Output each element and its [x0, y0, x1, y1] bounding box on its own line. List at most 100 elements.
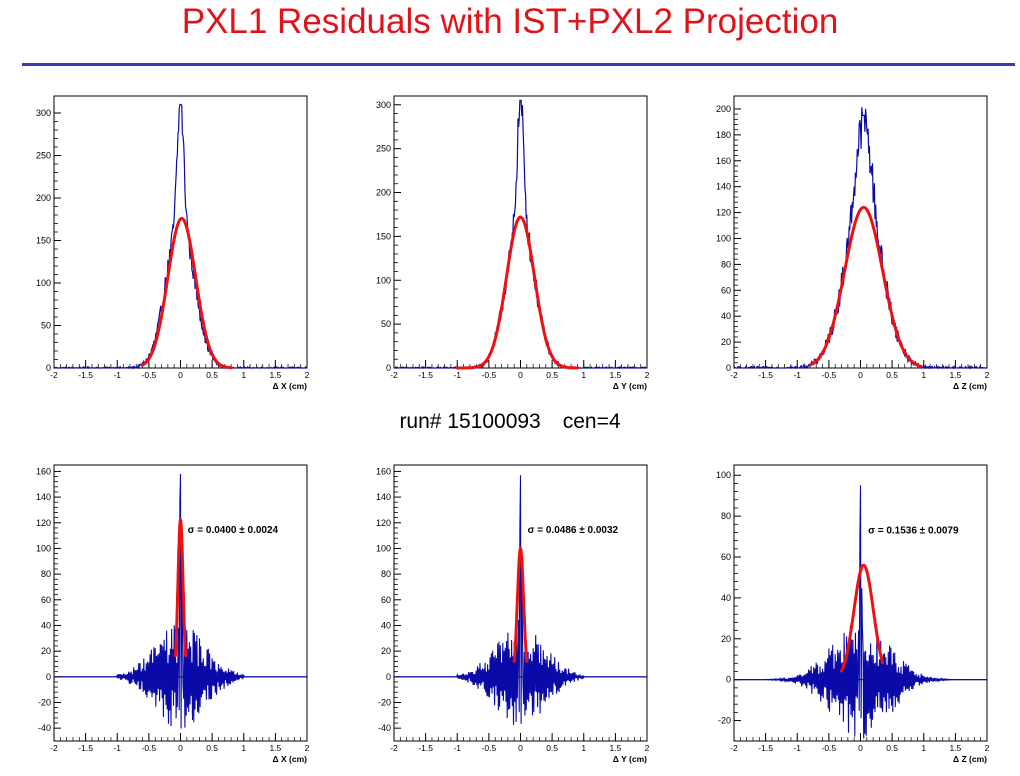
- x-tick-label: 1: [241, 370, 246, 380]
- x-axis: -2 -1.5 -1 -0.5 0 0.5 1 1.5 2: [390, 360, 650, 380]
- plot-frame: [393, 95, 648, 369]
- y-tick-label: 250: [36, 151, 51, 161]
- y-tick-label: 0: [386, 363, 391, 373]
- y-axis: -40 -20 0 20 40 60 80 100 120 140 160: [376, 466, 401, 733]
- x-axis-label: Δ X (cm): [273, 754, 308, 764]
- x-tick-label: 1: [921, 743, 926, 753]
- x-tick-label: -1.5: [418, 743, 433, 753]
- fit-curve: [173, 518, 188, 658]
- histogram-series: [734, 107, 987, 370]
- x-axis-label: Δ Y (cm): [613, 754, 647, 764]
- x-axis-label: Δ X (cm): [273, 381, 308, 391]
- y-tick-label: 50: [41, 321, 51, 331]
- y-tick-label: 150: [376, 231, 391, 241]
- histogram-series: [393, 99, 648, 370]
- x-tick-label: 2: [985, 370, 990, 380]
- y-tick-label: 100: [716, 233, 731, 243]
- page-title: PXL1 Residuals with IST+PXL2 Projection: [181, 2, 839, 41]
- x-tick-label: 1.5: [609, 743, 621, 753]
- x-axis: -2 -1.5 -1 -0.5 0 0.5 1 1.5 2: [730, 733, 990, 753]
- y-tick-label: 0: [46, 672, 51, 682]
- fit-curve: [808, 205, 923, 368]
- x-axis: -2 -1.5 -1 -0.5 0 0.5 1 1.5 2: [390, 733, 650, 753]
- y-tick-label: 100: [36, 278, 51, 288]
- y-tick-label: 140: [716, 182, 731, 192]
- x-tick-label: 0: [858, 743, 863, 753]
- chart-top-dy: 0 50 100 150 200 250 300 -2 -1.5 -1 -0.5 0 0.5 1 1.5 2Δ…: [376, 95, 650, 391]
- x-tick-label: 1: [581, 370, 586, 380]
- y-tick-label: -20: [718, 716, 731, 726]
- y-axis: 0 20 40 60 80 100 120 140 160 180 200: [716, 104, 741, 373]
- x-tick-label: 0.5: [206, 743, 218, 753]
- y-tick-label: 0: [726, 363, 731, 373]
- y-tick-label: 160: [36, 466, 51, 476]
- x-tick-label: 2: [645, 370, 650, 380]
- y-tick-label: 150: [36, 236, 51, 246]
- y-tick-label: -20: [378, 697, 391, 707]
- x-tick-label: 1.5: [609, 370, 621, 380]
- y-tick-label: 80: [41, 569, 51, 579]
- y-tick-label: 200: [36, 193, 51, 203]
- x-tick-label: -1.5: [78, 370, 93, 380]
- x-tick-label: -1: [793, 370, 801, 380]
- histogram-series: [53, 103, 308, 370]
- x-tick-label: 0: [178, 370, 183, 380]
- y-tick-label: 160: [376, 466, 391, 476]
- x-tick-label: 2: [645, 743, 650, 753]
- y-tick-label: 0: [46, 363, 51, 373]
- x-tick-label: -1.5: [758, 370, 773, 380]
- y-tick-label: 80: [721, 511, 731, 521]
- y-tick-label: 40: [41, 620, 51, 630]
- y-axis: 0 50 100 150 200 250 300: [376, 100, 401, 373]
- y-tick-label: 40: [381, 620, 391, 630]
- x-tick-label: 0.5: [546, 743, 558, 753]
- run-number: run# 15100093: [399, 410, 541, 433]
- y-tick-label: 180: [716, 130, 731, 140]
- x-tick-label: -0.5: [822, 743, 837, 753]
- y-tick-label: 20: [381, 646, 391, 656]
- x-tick-label: -2: [730, 743, 738, 753]
- y-axis: -40 -20 0 20 40 60 80 100 120 140 160: [36, 466, 61, 733]
- x-tick-label: 1.5: [949, 370, 961, 380]
- x-tick-label: 0: [518, 370, 523, 380]
- x-tick-label: 0.5: [886, 370, 898, 380]
- y-tick-label: 50: [381, 319, 391, 329]
- y-tick-label: 100: [716, 470, 731, 480]
- x-tick-label: -0.5: [822, 370, 837, 380]
- x-tick-label: -2: [390, 743, 398, 753]
- y-tick-label: 40: [721, 593, 731, 603]
- y-tick-label: 100: [376, 275, 391, 285]
- x-tick-label: -2: [50, 743, 58, 753]
- fit-curve: [512, 546, 529, 663]
- x-tick-label: 1: [921, 370, 926, 380]
- x-tick-label: 0.5: [546, 370, 558, 380]
- x-tick-label: -1: [113, 370, 121, 380]
- x-tick-label: 2: [985, 743, 990, 753]
- y-tick-label: 60: [41, 595, 51, 605]
- x-tick-label: -2: [50, 370, 58, 380]
- y-tick-label: 300: [36, 108, 51, 118]
- plot-frame: [53, 95, 308, 369]
- x-tick-label: -1.5: [78, 743, 93, 753]
- y-axis: -20 0 20 40 60 80 100: [716, 470, 741, 726]
- y-tick-label: 250: [376, 144, 391, 154]
- x-tick-label: 1.5: [269, 743, 281, 753]
- x-tick-label: -1.5: [758, 743, 773, 753]
- y-tick-label: -20: [38, 697, 51, 707]
- chart-bottom-dz: -20 0 20 40 60 80 100 -2 -1.5 -1 -0.5 0 0.5 1 1.5 2Δ Z …: [716, 464, 990, 764]
- x-tick-label: -2: [390, 370, 398, 380]
- x-axis: -2 -1.5 -1 -0.5 0 0.5 1 1.5 2: [50, 360, 310, 380]
- histogram-series: [54, 473, 307, 729]
- x-tick-label: 1: [241, 743, 246, 753]
- y-axis: 0 50 100 150 200 250 300: [36, 108, 61, 373]
- chart-top-dx: 0 50 100 150 200 250 300 -2 -1.5 -1 -0.5 0 0.5 1 1.5 2Δ…: [36, 95, 310, 391]
- fit-curve: [840, 563, 885, 673]
- y-tick-label: 0: [726, 675, 731, 685]
- x-tick-label: -0.5: [142, 370, 157, 380]
- x-axis-label: Δ Y (cm): [613, 381, 647, 391]
- histogram-series: [394, 475, 647, 725]
- x-tick-label: -2: [730, 370, 738, 380]
- y-tick-label: 20: [721, 634, 731, 644]
- x-tick-label: 0: [178, 743, 183, 753]
